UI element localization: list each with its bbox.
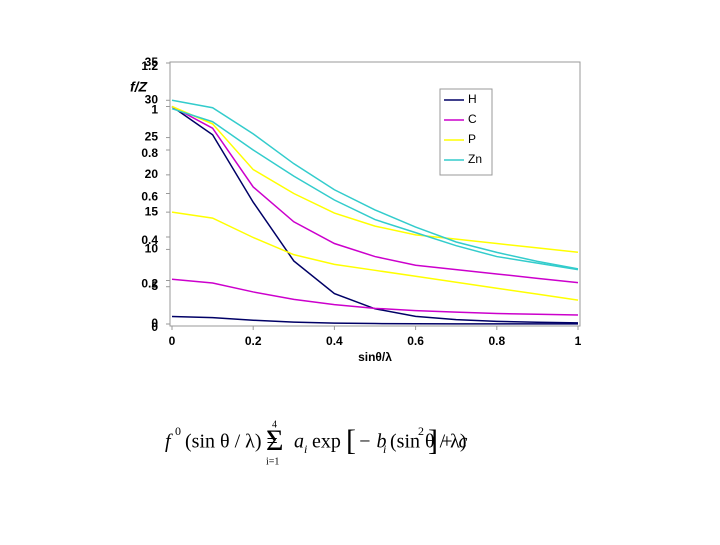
formula-exp: exp bbox=[312, 431, 341, 453]
formula: f 0 (sin θ / λ) = Σ 4 i=1 a i exp [ − b … bbox=[165, 419, 467, 467]
formula-arg2: (sin θ / λ) bbox=[390, 431, 467, 453]
formula-sq: 2 bbox=[418, 424, 424, 438]
series-line bbox=[171, 315, 578, 325]
y2-tick-label: 15 bbox=[145, 204, 159, 218]
formula-arg: (sin θ / λ) = bbox=[185, 431, 278, 453]
y-axis-label: f/Z bbox=[130, 79, 148, 95]
y2-tick-label: 0 bbox=[151, 316, 158, 330]
y2-tick-label: 35 bbox=[145, 55, 159, 69]
formula-c: + c bbox=[440, 431, 467, 453]
legend-box bbox=[439, 88, 493, 176]
plot-area bbox=[169, 61, 581, 327]
series-line bbox=[171, 105, 579, 253]
series-line bbox=[171, 278, 579, 316]
x-axis-label: sinθ/λ bbox=[358, 350, 392, 364]
legend-label: Zn bbox=[468, 152, 482, 166]
formula-sum-top: 4 bbox=[272, 419, 277, 430]
x-tick-label: 0.8 bbox=[488, 334, 505, 348]
legend-label: H bbox=[468, 92, 477, 106]
y2-tick-label: 5 bbox=[151, 279, 158, 293]
y-tick-label: 0.8 bbox=[141, 146, 158, 160]
legend-label: P bbox=[468, 132, 476, 146]
y-tick-label: 1 bbox=[151, 103, 158, 117]
x-tick-label: 0.2 bbox=[245, 334, 262, 348]
formula-sup: 0 bbox=[175, 424, 181, 438]
formula-open: [ bbox=[346, 424, 356, 457]
formula-sum: Σ bbox=[266, 424, 283, 457]
y2-tick-label: 25 bbox=[145, 130, 159, 144]
series-line bbox=[171, 105, 579, 284]
legend: HCP Zn bbox=[439, 88, 493, 176]
y-tick-label: 0.6 bbox=[141, 190, 158, 204]
series-line bbox=[171, 107, 579, 271]
formula-b: − b bbox=[358, 431, 387, 453]
y-tick-label: 0.2 bbox=[141, 277, 158, 291]
formula-f: f bbox=[165, 431, 173, 453]
formula-a-sub: i bbox=[304, 442, 307, 456]
x-tick-label: 0 bbox=[169, 334, 176, 348]
y2-tick-label: 30 bbox=[145, 92, 159, 106]
series-line bbox=[171, 211, 579, 301]
y-tick-label: 0 bbox=[151, 320, 158, 334]
formula-b-sub: i bbox=[383, 442, 386, 456]
formula-sum-bottom: i=1 bbox=[266, 456, 279, 467]
x-tick-label: 1 bbox=[575, 334, 582, 348]
y2-tick-label: 20 bbox=[145, 167, 159, 181]
formula-a: a bbox=[294, 431, 304, 453]
x-tick-label: 0.4 bbox=[326, 334, 343, 348]
formula-close: ] bbox=[428, 424, 438, 457]
x-tick-label: 0.6 bbox=[407, 334, 424, 348]
y2-tick-label: 10 bbox=[145, 242, 159, 256]
legend-label: C bbox=[468, 112, 477, 126]
y-tick-label: 0.4 bbox=[141, 233, 158, 247]
series-line bbox=[171, 99, 579, 270]
y-tick-label: 1.2 bbox=[141, 59, 158, 73]
